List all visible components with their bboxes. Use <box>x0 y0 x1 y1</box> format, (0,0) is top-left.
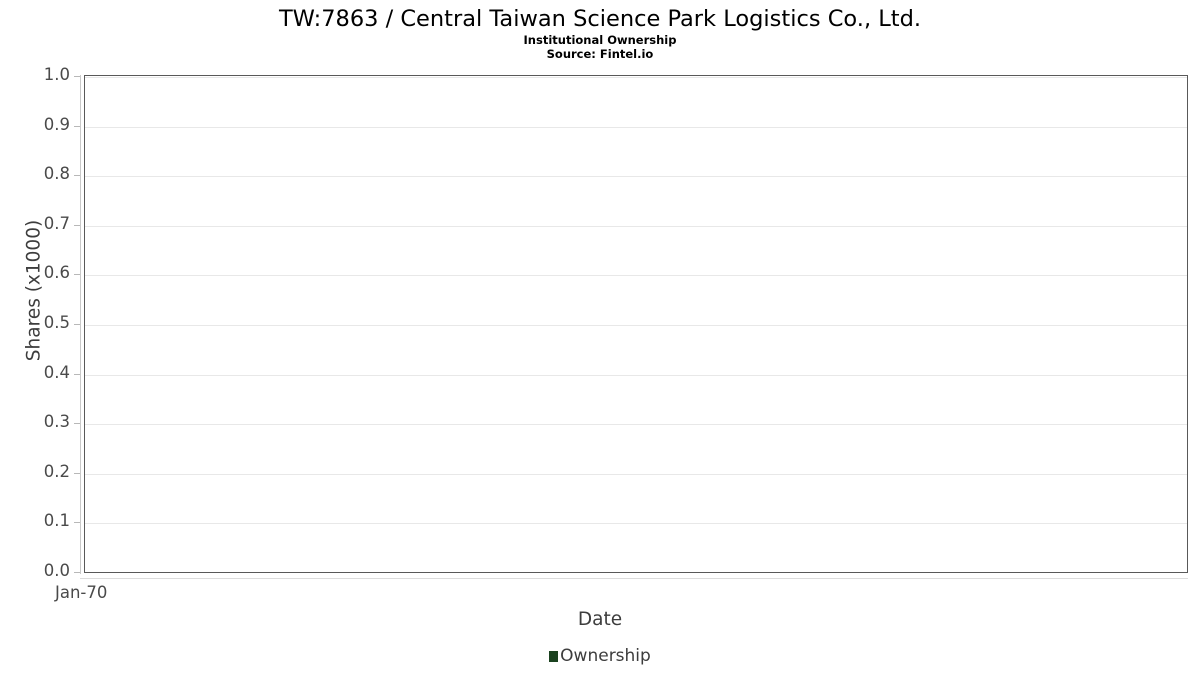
gridline <box>85 126 1187 128</box>
y-axis-tick-mark <box>74 423 80 425</box>
y-axis-tick-label: 0.0 <box>43 561 70 580</box>
gridline <box>85 424 1187 426</box>
chart-source-label: Source: Fintel.io <box>546 47 654 61</box>
y-axis-tick-mark <box>74 324 80 325</box>
chart-subtitle: Institutional Ownership <box>523 33 677 47</box>
x-axis-title: Date <box>577 609 623 630</box>
gridline <box>85 473 1187 475</box>
y-axis-tick-label: 0.9 <box>43 114 70 134</box>
y-axis-tick-mark <box>74 175 80 177</box>
y-axis-tick-mark <box>74 472 80 474</box>
y-axis-tick-label: 0.8 <box>43 164 70 184</box>
y-axis-tick-mark <box>74 572 80 573</box>
y-axis-tick-label: 0.4 <box>43 362 70 382</box>
legend-item-ownership[interactable]: Ownership <box>549 647 651 666</box>
gridline <box>85 523 1187 525</box>
x-axis-tick-label: Jan-70 <box>55 583 108 602</box>
series-layer <box>85 76 1187 572</box>
x-axis-baseline <box>80 578 1188 579</box>
gridline <box>85 325 1187 326</box>
y-axis-tick-mark <box>74 224 80 226</box>
y-axis-tick-mark <box>74 274 80 276</box>
gridline <box>85 176 1187 178</box>
y-axis-tick-label: 0.3 <box>43 412 70 432</box>
gridline <box>85 374 1187 376</box>
chart-title-block: TW:7863 / Central Taiwan Science Park Lo… <box>0 6 1200 61</box>
gridline <box>85 275 1187 277</box>
y-axis-tick-label: 0.2 <box>43 461 70 481</box>
gridline <box>85 225 1187 227</box>
y-axis-tick-label: 1.0 <box>43 65 70 84</box>
gridline <box>85 77 1187 78</box>
chart-legend: Ownership <box>0 647 1200 666</box>
y-axis-tick-label: 0.6 <box>43 263 70 283</box>
square-marker-icon <box>549 651 559 662</box>
y-axis-tick-mark <box>74 125 80 127</box>
y-axis-title: Shares (x1000) <box>23 219 45 362</box>
y-axis-tick-mark <box>74 373 80 375</box>
y-axis-spine <box>80 75 81 574</box>
legend-item-label: Ownership <box>560 646 651 666</box>
y-axis-tick-mark <box>74 522 80 524</box>
plot-area <box>84 75 1188 573</box>
y-axis-tick-mark <box>74 76 80 77</box>
y-axis-tick-label: 0.1 <box>43 511 70 531</box>
chart-title: TW:7863 / Central Taiwan Science Park Lo… <box>278 6 922 32</box>
y-axis-tick-label: 0.7 <box>43 213 70 233</box>
y-axis-tick-label: 0.5 <box>43 313 70 332</box>
